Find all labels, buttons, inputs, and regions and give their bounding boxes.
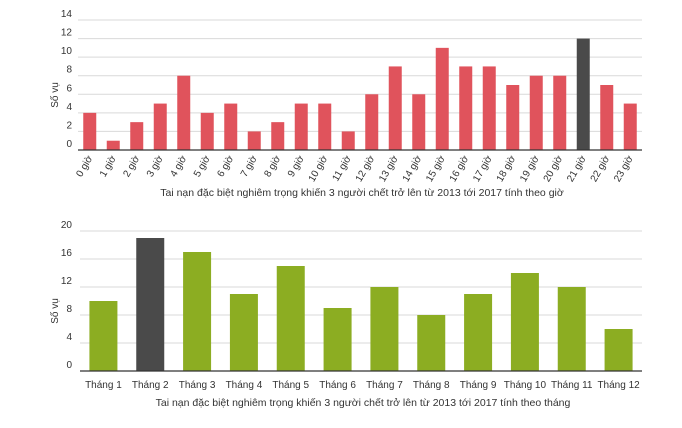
x-tick-label: 23 giờ bbox=[612, 154, 636, 184]
month-bar-8 bbox=[464, 294, 493, 371]
chart-caption: Tai nạn đặc biệt nghiêm trọng khiến 3 ng… bbox=[160, 187, 564, 199]
x-tick-label: Tháng 11 bbox=[551, 380, 593, 391]
x-tick-label: 3 giờ bbox=[145, 154, 166, 180]
y-tick-label: 20 bbox=[61, 220, 73, 231]
hour-bar-11 bbox=[341, 131, 355, 150]
x-tick-label: Tháng 1 bbox=[85, 380, 122, 391]
month-bar-5 bbox=[323, 308, 352, 371]
hour-bar-14 bbox=[412, 94, 426, 150]
hour-bar-23 bbox=[623, 103, 637, 150]
y-tick-label: 12 bbox=[61, 28, 73, 39]
x-tick-label: 20 giờ bbox=[542, 154, 566, 184]
hour-bar-10 bbox=[318, 103, 332, 150]
x-tick-label: 17 giờ bbox=[471, 154, 495, 184]
hour-bar-20 bbox=[553, 75, 567, 150]
month-bar-0 bbox=[89, 301, 118, 371]
x-tick-label: 15 giờ bbox=[424, 154, 448, 184]
x-tick-label: 14 giờ bbox=[401, 154, 425, 184]
hour-bar-6 bbox=[224, 103, 238, 150]
hour-bar-4 bbox=[177, 75, 191, 150]
y-tick-label: 12 bbox=[61, 276, 73, 287]
x-tick-label: 7 giờ bbox=[239, 154, 260, 180]
x-tick-label: 22 giờ bbox=[589, 154, 613, 184]
hour-bar-8 bbox=[271, 122, 285, 150]
x-tick-label: 5 giờ bbox=[192, 154, 213, 180]
hourly-accidents-chart: 0 2 4 6 8 10 12 14 Số vụ 0 giờ 1 giờ 2 giờ 3 giờ 4 gi… bbox=[49, 9, 642, 199]
x-tick-label: Tháng 9 bbox=[460, 380, 497, 391]
month-bar-1 bbox=[136, 238, 165, 371]
x-tick-label: Tháng 3 bbox=[179, 380, 216, 391]
hour-bar-19 bbox=[529, 75, 543, 150]
y-tick-label: 0 bbox=[66, 139, 72, 150]
hour-bar-9 bbox=[294, 103, 308, 150]
hour-bar-2 bbox=[130, 122, 144, 150]
hour-bar-15 bbox=[435, 47, 449, 150]
month-bar-2 bbox=[183, 252, 212, 371]
y-axis-label: Số vụ bbox=[49, 82, 61, 108]
y-tick-label: 14 bbox=[61, 9, 73, 20]
x-tick-label: 18 giờ bbox=[495, 154, 519, 184]
monthly-accidents-chart: 0 4 8 12 16 20 Số vụ Tháng 1 Tháng 2 Tháng 3 Tháng… bbox=[49, 220, 642, 409]
x-tick-label: 1 giờ bbox=[98, 154, 119, 180]
hour-bar-13 bbox=[388, 66, 402, 150]
x-tick-label: Tháng 7 bbox=[366, 380, 403, 391]
x-tick-label: Tháng 6 bbox=[319, 380, 356, 391]
hour-bar-16 bbox=[459, 66, 473, 150]
hour-bar-3 bbox=[153, 103, 167, 150]
hour-bar-1 bbox=[106, 140, 120, 150]
hour-bar-21 bbox=[576, 38, 590, 151]
x-tick-label: 11 giờ bbox=[331, 154, 354, 184]
x-tick-label: 6 giờ bbox=[215, 154, 236, 180]
y-tick-label: 6 bbox=[66, 83, 72, 94]
x-tick-label: 12 giờ bbox=[354, 154, 378, 184]
month-bar-9 bbox=[510, 273, 539, 371]
x-tick-label: 10 giờ bbox=[307, 154, 331, 184]
month-bar-10 bbox=[557, 287, 586, 371]
y-tick-label: 0 bbox=[66, 360, 72, 371]
month-bar-3 bbox=[229, 294, 258, 371]
hour-bar-7 bbox=[247, 131, 261, 150]
x-tick-label: Tháng 10 bbox=[504, 380, 547, 391]
hour-bar-12 bbox=[365, 94, 379, 150]
x-tick-label: 2 giờ bbox=[121, 154, 142, 180]
x-tick-label: 21 giờ bbox=[565, 154, 589, 184]
y-axis-label: Số vụ bbox=[49, 298, 61, 324]
x-tick-label: 4 giờ bbox=[168, 154, 189, 180]
x-tick-label: 16 giờ bbox=[448, 154, 472, 184]
y-tick-label: 4 bbox=[66, 332, 72, 343]
hour-bar-17 bbox=[482, 66, 496, 150]
x-tick-label: Tháng 2 bbox=[132, 380, 169, 391]
x-tick-label: 13 giờ bbox=[377, 154, 401, 184]
y-tick-label: 8 bbox=[66, 304, 72, 315]
hour-bar-0 bbox=[83, 112, 97, 150]
month-bar-6 bbox=[370, 287, 399, 371]
x-tick-label: Tháng 5 bbox=[272, 380, 309, 391]
x-tick-label: 0 giờ bbox=[74, 154, 95, 180]
y-tick-label: 16 bbox=[61, 248, 73, 259]
hour-bar-18 bbox=[506, 85, 520, 150]
month-bar-4 bbox=[276, 266, 305, 371]
x-tick-label: Tháng 12 bbox=[597, 380, 640, 391]
x-tick-label: 19 giờ bbox=[518, 154, 542, 184]
x-tick-label: Tháng 4 bbox=[226, 380, 263, 391]
x-tick-label: Tháng 8 bbox=[413, 380, 450, 391]
y-tick-label: 4 bbox=[66, 102, 72, 113]
x-tick-label: 9 giờ bbox=[286, 154, 307, 180]
y-tick-label: 2 bbox=[66, 120, 72, 131]
hour-bar-5 bbox=[200, 112, 214, 150]
month-bar-11 bbox=[604, 329, 633, 371]
y-tick-label: 10 bbox=[61, 46, 73, 57]
month-bar-7 bbox=[417, 315, 446, 371]
y-tick-label: 8 bbox=[66, 65, 72, 76]
hour-bar-22 bbox=[600, 85, 614, 150]
x-tick-label: 8 giờ bbox=[262, 154, 283, 180]
chart-caption: Tai nạn đặc biệt nghiêm trọng khiến 3 ng… bbox=[156, 397, 571, 409]
